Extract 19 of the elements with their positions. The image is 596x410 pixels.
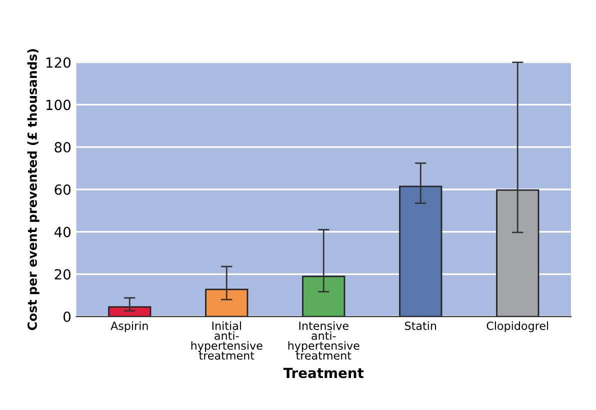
bar — [205, 288, 248, 317]
x-tick-label: Statin — [405, 321, 436, 330]
bar — [496, 189, 540, 317]
x-axis-title: Treatment — [283, 368, 364, 378]
x-tick-label: Aspirin — [110, 321, 148, 332]
bar — [108, 306, 152, 317]
y-tick-label: 80 — [54, 142, 71, 153]
y-tick-label: 20 — [54, 269, 71, 280]
y-tick-label: 40 — [54, 226, 71, 238]
y-tick-label: 0 — [64, 311, 71, 322]
y-tick-label: 120 — [46, 57, 71, 68]
y-axis-title: Cost per event prevented (£ thousands) — [27, 49, 40, 330]
x-tick-label: Clopidogrel — [486, 321, 548, 332]
x-tick-label: Intensive anti- hypertensive treatment — [288, 321, 360, 360]
y-tick-label: 60 — [54, 184, 71, 195]
y-tick-label: 100 — [46, 100, 71, 110]
x-tick-label: Initial anti- hypertensive treatment — [191, 321, 262, 360]
bar — [399, 186, 442, 317]
bar — [302, 276, 346, 317]
